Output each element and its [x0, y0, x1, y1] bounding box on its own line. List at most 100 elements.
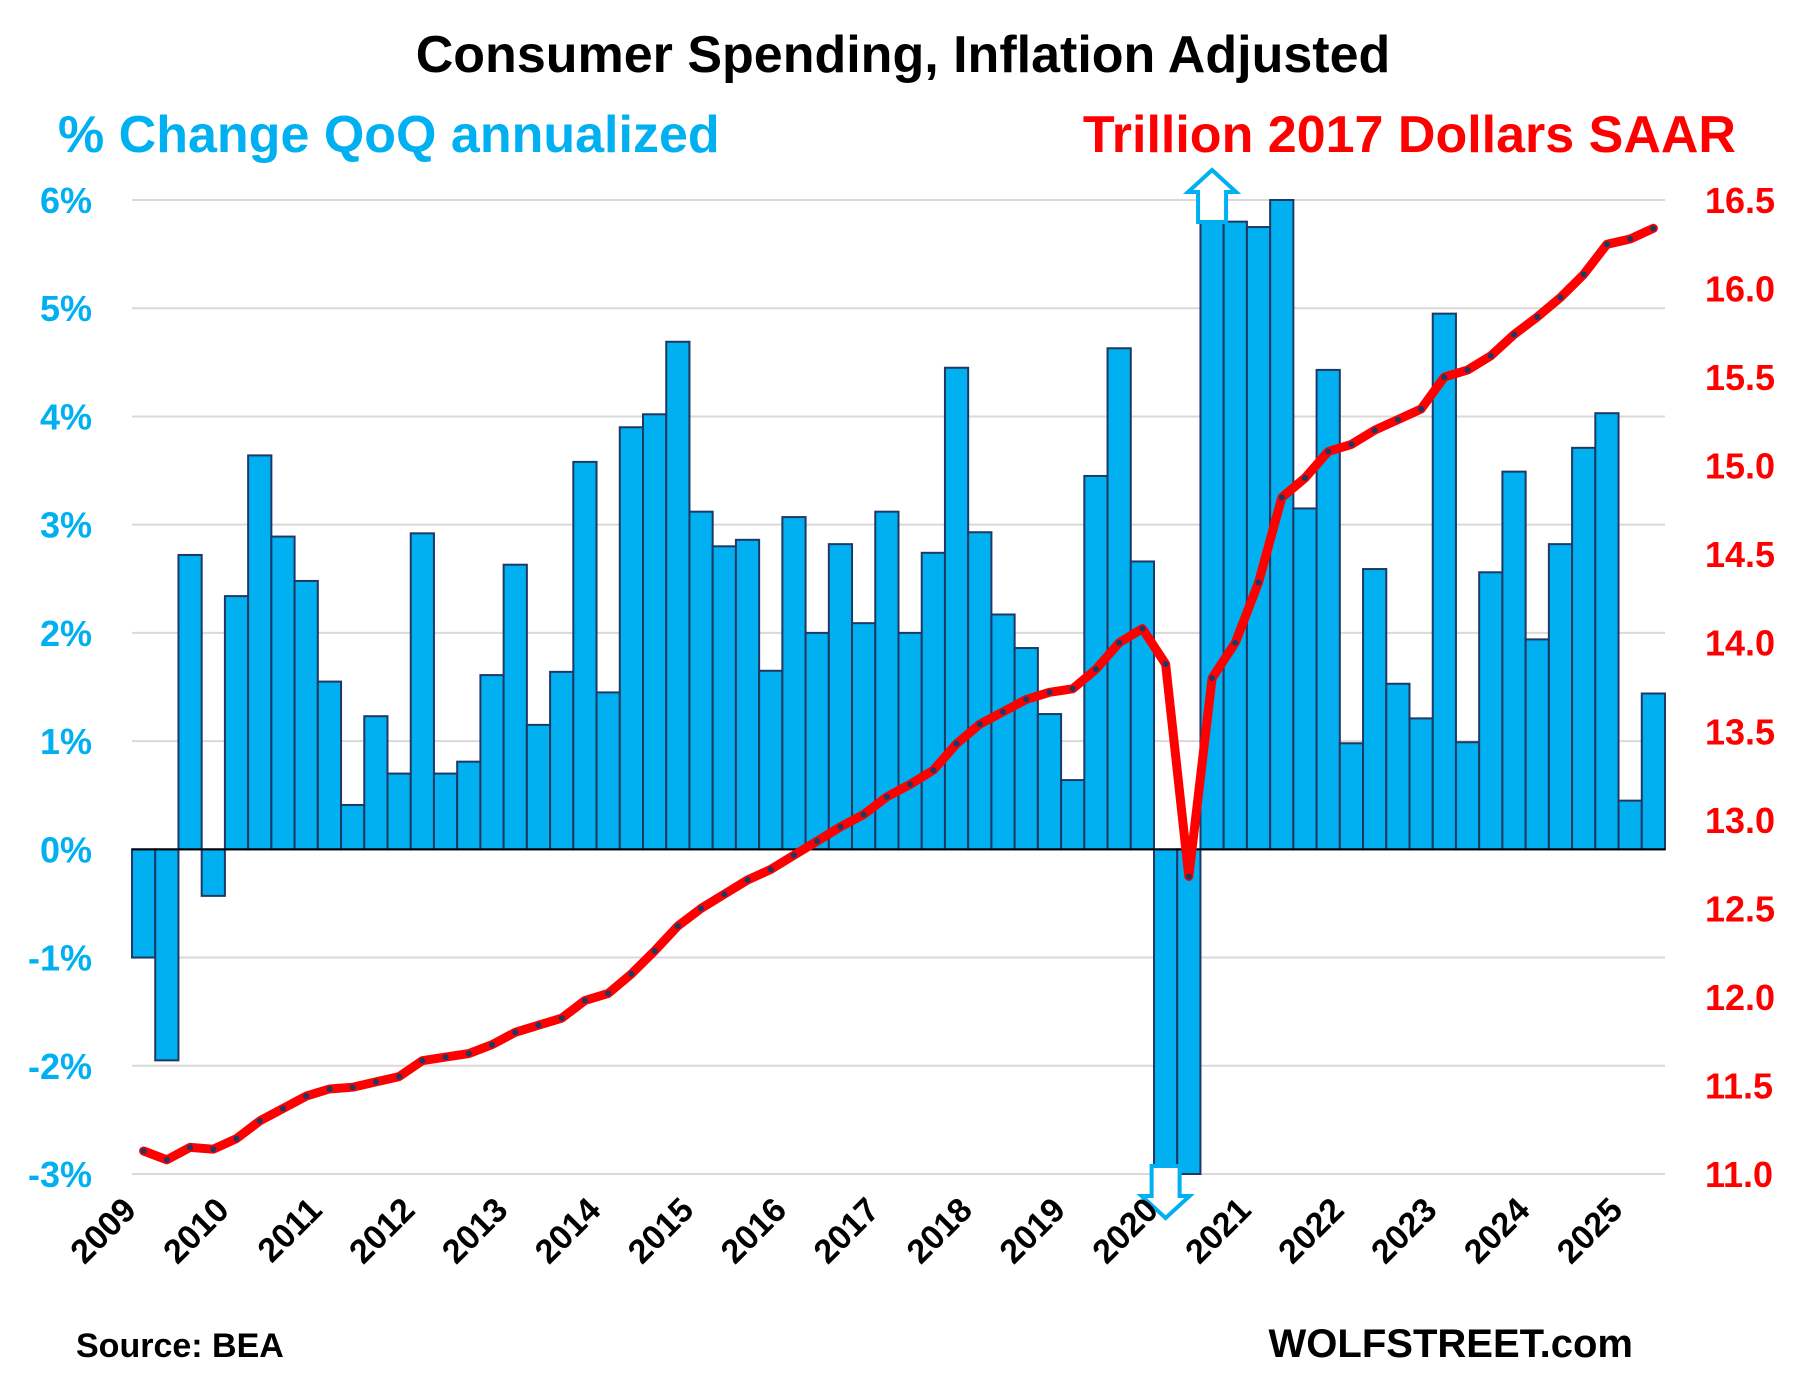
bar — [432, 772, 459, 851]
level-point — [721, 891, 728, 898]
bar — [618, 426, 644, 851]
level-point — [814, 838, 821, 845]
x-tick-label: 2025 — [1550, 1191, 1630, 1271]
level-point — [744, 877, 751, 884]
left-tick-label: 2% — [40, 613, 92, 654]
left-axis-label: % Change QoQ annualized — [58, 106, 720, 164]
bar — [456, 760, 482, 851]
level-point — [163, 1156, 170, 1163]
left-tick-label: -1% — [28, 938, 92, 979]
level-point — [372, 1078, 379, 1085]
bar — [363, 715, 389, 851]
bar — [1571, 446, 1597, 851]
bar — [525, 723, 552, 851]
left-tick-label: 1% — [40, 721, 92, 762]
x-tick-label: 2022 — [1271, 1191, 1351, 1271]
bar — [595, 691, 621, 851]
level-point — [1278, 494, 1285, 501]
bar — [131, 848, 157, 959]
level-point — [1185, 873, 1192, 880]
level-point — [1557, 294, 1564, 301]
source-note: Source: BEA — [76, 1327, 284, 1365]
level-point — [558, 1015, 565, 1022]
bar-series — [131, 199, 1666, 1175]
bar — [177, 553, 203, 851]
level-point — [256, 1117, 263, 1124]
bar — [340, 803, 366, 851]
level-point — [442, 1054, 449, 1061]
bar — [1292, 507, 1318, 851]
bar — [154, 848, 180, 1062]
left-tick-label: 6% — [40, 180, 92, 221]
level-point — [1394, 416, 1401, 423]
level-point — [1603, 241, 1610, 248]
left-tick-label: -2% — [28, 1046, 92, 1087]
level-point — [767, 866, 774, 873]
bar — [479, 674, 505, 851]
x-tick-label: 2021 — [1178, 1191, 1258, 1271]
level-point — [535, 1022, 542, 1029]
left-axis-ticks: -3% -2% -1% 0% 1% 2% 3% 4% 5% 6% — [28, 180, 92, 1195]
level-point — [465, 1050, 472, 1057]
level-point — [419, 1057, 426, 1064]
x-tick-label: 2011 — [250, 1191, 329, 1270]
bar — [409, 532, 435, 851]
x-tick-label: 2023 — [1364, 1191, 1444, 1271]
bar — [804, 631, 830, 851]
level-point — [233, 1135, 240, 1142]
left-tick-label: 0% — [40, 829, 92, 870]
bar — [758, 669, 784, 851]
level-point — [140, 1147, 147, 1154]
level-point — [837, 823, 844, 830]
bar — [572, 460, 598, 851]
bar — [1408, 717, 1434, 851]
level-point — [1209, 675, 1216, 682]
overflow-arrows — [1136, 167, 1242, 1221]
bar — [897, 631, 923, 851]
bar — [1594, 412, 1620, 851]
level-point — [1441, 374, 1448, 381]
bar — [1013, 647, 1039, 851]
bar — [781, 516, 807, 851]
level-point — [1580, 271, 1587, 278]
level-point — [976, 721, 983, 728]
level-point — [187, 1144, 194, 1151]
level-point — [1232, 639, 1239, 646]
right-tick-label: 11.0 — [1705, 1154, 1773, 1195]
bar — [1478, 571, 1504, 851]
brand-label: WOLFSTREET.com — [1269, 1322, 1633, 1366]
left-tick-label: 4% — [40, 396, 92, 437]
bar — [1106, 347, 1132, 851]
bar — [642, 413, 668, 851]
x-tick-label: 2010 — [156, 1191, 236, 1271]
bar — [200, 848, 226, 897]
x-tick-label: 2015 — [621, 1191, 701, 1271]
level-point — [907, 781, 914, 788]
bar — [247, 454, 273, 851]
level-point — [605, 990, 612, 997]
bar — [1640, 692, 1666, 851]
level-point — [628, 970, 635, 977]
x-tick-label: 2013 — [435, 1191, 515, 1271]
bar — [1617, 799, 1643, 851]
left-tick-label: 3% — [40, 505, 92, 546]
bar — [1547, 543, 1574, 851]
level-point — [860, 811, 867, 818]
level-point — [674, 923, 681, 930]
x-tick-label: 2009 — [63, 1191, 143, 1271]
x-tick-label: 2012 — [342, 1191, 422, 1271]
bar — [711, 545, 737, 851]
right-tick-label: 16.5 — [1705, 180, 1775, 221]
right-tick-label: 15.5 — [1705, 357, 1775, 398]
level-point — [1325, 448, 1332, 455]
bar — [688, 510, 714, 851]
bar — [270, 535, 296, 851]
level-point — [1511, 331, 1518, 338]
level-point — [698, 905, 705, 912]
left-tick-label: 5% — [40, 288, 92, 329]
level-point — [1534, 313, 1541, 320]
level-point — [883, 793, 890, 800]
level-point — [1069, 685, 1076, 692]
level-point — [1650, 225, 1657, 232]
bar — [1176, 848, 1202, 1175]
